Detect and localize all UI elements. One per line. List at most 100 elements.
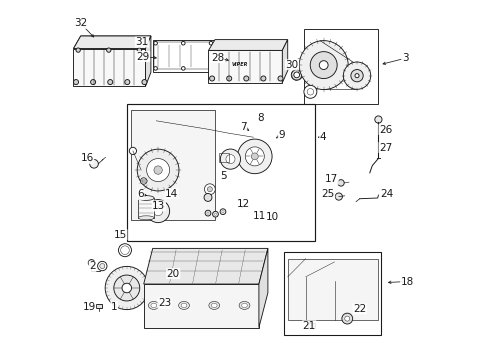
Circle shape <box>212 211 218 217</box>
Text: VIPER: VIPER <box>231 62 248 67</box>
Bar <box>284 252 381 335</box>
Circle shape <box>341 313 352 324</box>
Text: 13: 13 <box>152 201 165 211</box>
Ellipse shape <box>138 216 154 220</box>
Circle shape <box>209 67 212 70</box>
Ellipse shape <box>181 303 186 307</box>
Text: 12: 12 <box>237 199 250 210</box>
Text: 15: 15 <box>113 230 127 240</box>
Circle shape <box>100 264 104 269</box>
Circle shape <box>118 244 131 257</box>
Circle shape <box>309 51 336 78</box>
Text: 1: 1 <box>111 302 117 312</box>
Text: 22: 22 <box>352 304 366 314</box>
Bar <box>219 153 228 162</box>
Polygon shape <box>143 248 267 284</box>
Text: 5: 5 <box>220 171 226 181</box>
Circle shape <box>245 147 264 166</box>
Circle shape <box>114 275 140 301</box>
Ellipse shape <box>241 303 247 307</box>
Circle shape <box>374 116 381 123</box>
Text: 21: 21 <box>302 321 315 331</box>
Bar <box>131 110 215 220</box>
Circle shape <box>209 41 212 45</box>
Ellipse shape <box>138 195 154 201</box>
Circle shape <box>89 159 98 168</box>
Bar <box>287 259 377 320</box>
Circle shape <box>251 153 258 160</box>
Text: 9: 9 <box>278 130 285 140</box>
Circle shape <box>124 80 130 85</box>
Bar <box>208 50 282 83</box>
Text: 28: 28 <box>210 53 224 63</box>
Circle shape <box>142 80 146 85</box>
Text: 11: 11 <box>252 211 265 221</box>
Bar <box>154 42 212 69</box>
Text: 30: 30 <box>285 60 298 70</box>
Circle shape <box>350 69 363 82</box>
Circle shape <box>209 76 214 81</box>
Circle shape <box>73 80 79 85</box>
Circle shape <box>244 76 248 81</box>
Bar <box>73 49 145 86</box>
Text: 19: 19 <box>82 302 96 312</box>
Polygon shape <box>73 36 151 49</box>
Circle shape <box>181 67 185 70</box>
Text: 16: 16 <box>81 153 94 163</box>
Polygon shape <box>145 36 151 86</box>
Circle shape <box>344 316 349 321</box>
Circle shape <box>129 147 136 154</box>
Circle shape <box>153 67 157 70</box>
Circle shape <box>107 80 113 85</box>
Text: 20: 20 <box>166 269 180 279</box>
Bar <box>152 40 213 72</box>
Circle shape <box>105 266 148 310</box>
Circle shape <box>88 260 95 266</box>
Ellipse shape <box>148 301 159 309</box>
Text: 26: 26 <box>378 125 391 135</box>
Circle shape <box>90 80 96 85</box>
Bar <box>127 104 314 241</box>
Text: 17: 17 <box>325 174 338 184</box>
Bar <box>303 29 377 104</box>
Circle shape <box>299 41 347 90</box>
Circle shape <box>319 61 327 69</box>
Circle shape <box>335 193 342 200</box>
Ellipse shape <box>208 301 219 309</box>
Circle shape <box>137 149 179 191</box>
Circle shape <box>222 211 224 213</box>
Ellipse shape <box>178 301 189 309</box>
Text: 3: 3 <box>401 53 407 63</box>
Polygon shape <box>258 248 267 328</box>
Circle shape <box>204 184 215 195</box>
Bar <box>307 323 314 328</box>
Circle shape <box>220 209 225 215</box>
Ellipse shape <box>151 303 156 307</box>
Circle shape <box>291 69 302 80</box>
Circle shape <box>277 76 283 81</box>
Circle shape <box>220 149 240 169</box>
Circle shape <box>206 212 209 214</box>
Circle shape <box>343 62 370 89</box>
Circle shape <box>154 166 162 174</box>
Circle shape <box>122 283 131 293</box>
Circle shape <box>140 178 146 184</box>
Circle shape <box>225 154 235 164</box>
Circle shape <box>76 48 80 52</box>
Ellipse shape <box>211 303 217 307</box>
Circle shape <box>303 85 316 98</box>
Circle shape <box>204 210 210 216</box>
Circle shape <box>337 180 344 186</box>
Text: 24: 24 <box>379 189 392 199</box>
Text: 6: 6 <box>137 189 144 199</box>
Circle shape <box>226 76 231 81</box>
Bar <box>96 304 102 308</box>
Bar <box>138 198 154 218</box>
Ellipse shape <box>239 301 249 309</box>
Circle shape <box>98 261 107 271</box>
Circle shape <box>293 72 299 78</box>
Circle shape <box>146 199 169 222</box>
Text: 4: 4 <box>319 132 325 142</box>
Text: 8: 8 <box>257 113 264 123</box>
Polygon shape <box>208 40 287 50</box>
